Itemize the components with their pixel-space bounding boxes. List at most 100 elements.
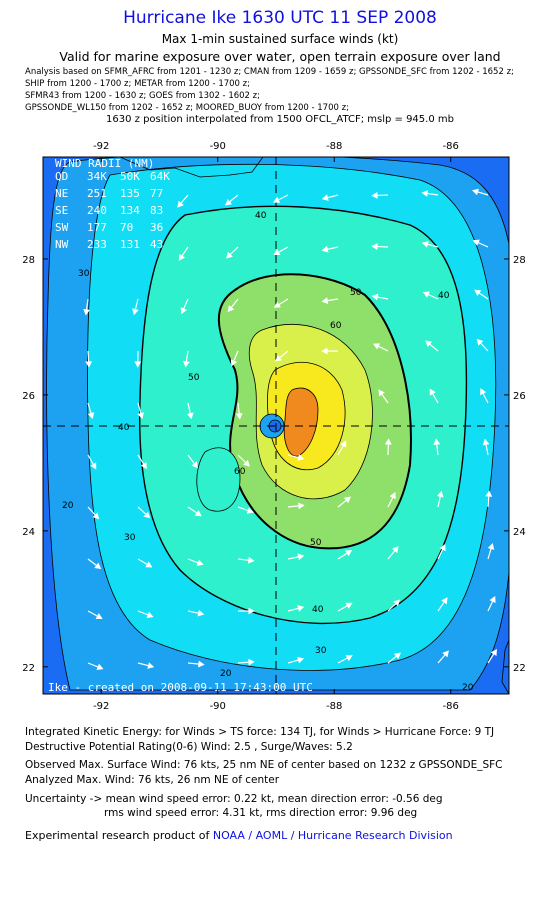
wind-arrow-head	[87, 412, 95, 420]
created-credit: Ike - created on 2008-09-11 17:43:00 UTC	[48, 681, 313, 694]
hrd-link[interactable]: NOAA / AOML / Hurricane Research Divisio…	[212, 829, 453, 842]
wind-arrow-head	[191, 461, 198, 469]
observed-max-wind: Observed Max. Surface Wind: 76 kts, 25 n…	[25, 759, 503, 771]
wind-radii-cell: 36	[150, 221, 163, 234]
product-prefix: Experimental research product of	[25, 829, 213, 842]
wind-arrow-head	[143, 511, 151, 519]
axis-ticks: -92 -92 -90 -90 -88 -88 -86 -86 28 28 26 26 24 24 22 22	[22, 141, 525, 712]
wind-arrow-head	[243, 459, 250, 467]
page-subtitle: Max 1-min sustained surface winds (kt)	[161, 32, 399, 46]
wind-radii-cell: 233	[87, 238, 107, 251]
wind-radii-cell: 134	[120, 204, 140, 217]
x-tick-label-bottom: -92	[93, 701, 109, 712]
y-tick-label-left: 24	[22, 527, 35, 538]
wind-arrow-head	[196, 559, 204, 566]
coastline	[119, 157, 264, 178]
wind-arrow-head	[480, 388, 487, 396]
wind-arrow-head	[474, 289, 482, 296]
x-tick-label-top: -92	[93, 141, 109, 152]
wind-arrow-head	[343, 496, 351, 504]
wind-arrow-head	[137, 412, 144, 420]
contour-label: 40	[118, 423, 130, 433]
wind-arrow-head	[85, 361, 93, 368]
x-tick-label-top: -86	[443, 141, 459, 152]
wind-arrow-head	[425, 340, 433, 347]
map-frame	[42, 156, 510, 695]
validity-note: Valid for marine exposure over water, op…	[59, 49, 501, 64]
wind-arrow-head	[177, 200, 184, 208]
x-tick-label-bottom: -88	[326, 701, 342, 712]
wind-arrow-head	[421, 241, 429, 248]
contour-label: 40	[312, 605, 324, 615]
wind-arrow-head	[248, 607, 255, 615]
wind-arrow-head	[472, 188, 479, 196]
wind-radii-cell: 43	[150, 238, 163, 251]
wind-arrow-head	[489, 595, 496, 604]
wind-arrow-head	[225, 251, 233, 259]
wind-arrow-head	[297, 553, 305, 561]
wind-arrow-head	[371, 293, 379, 301]
wind-vectors	[83, 188, 497, 671]
wind-radii-cell: 131	[120, 238, 140, 251]
contour-label: 50	[350, 288, 362, 298]
wind-arrow-head	[235, 413, 243, 420]
wind-maximum-core	[283, 387, 319, 457]
y-tick-label-right: 22	[513, 663, 526, 674]
wind-radii-cell: SW	[55, 221, 69, 234]
x-tick-label-bottom: -90	[210, 701, 226, 712]
wind-radii-cell: NW	[55, 238, 69, 251]
wind-arrow-head	[421, 190, 429, 197]
wind-arrow-head	[439, 543, 446, 552]
source-line: SHIP from 1200 - 1700 z; METAR from 1200…	[25, 79, 250, 89]
wind-arrow-head	[147, 662, 155, 669]
wind-arrow-head	[321, 194, 329, 201]
wind-radii-cell: 70	[120, 221, 133, 234]
contour-label: 30	[124, 533, 136, 543]
wind-radii-cell: 50K	[120, 170, 140, 183]
wind-arrow-head	[132, 308, 139, 316]
wind-arrow-head	[90, 462, 97, 470]
wind-radii-cell: NE	[55, 187, 68, 200]
uncertainty-mean: Uncertainty -> mean wind speed error: 0.…	[25, 793, 443, 805]
y-tick-label-left: 28	[22, 255, 35, 266]
wind-arrow-head	[297, 605, 305, 612]
wind-arrow-head	[145, 561, 153, 568]
contour-label: 60	[234, 467, 246, 477]
wind-radii-cell: 77	[150, 187, 163, 200]
contour-label: 40	[438, 291, 450, 301]
wind-arrow-head	[393, 599, 401, 607]
wind-arrow-head	[297, 454, 305, 461]
y-tick-label-right: 28	[513, 255, 526, 266]
wind-arrow-head	[273, 301, 281, 308]
wind-arrow-head	[298, 502, 305, 510]
contour-label: 50	[310, 538, 322, 548]
wind-arrow-head	[321, 347, 328, 355]
wind-arrow-head	[183, 360, 190, 368]
contour-label: 40	[255, 211, 267, 221]
wind-arrow-head	[275, 354, 283, 362]
source-line: GPSSONDE_WL150 from 1202 - 1652 z; MOORE…	[25, 103, 349, 113]
wind-arrow-head	[197, 609, 205, 617]
wind-arrow-head	[297, 656, 305, 664]
x-tick-label-top: -90	[210, 141, 226, 152]
wind-arrow-head	[371, 243, 378, 250]
wind-arrow-head	[476, 338, 484, 346]
y-tick-label-left: 26	[22, 391, 35, 402]
wind-arrow-head	[345, 602, 353, 609]
wind-radii-title: WIND RADII (NM)	[55, 157, 154, 170]
wind-arrow-head	[248, 658, 255, 666]
wind-arrow-head	[180, 307, 187, 315]
contour-label: 30	[78, 269, 90, 279]
wind-arrow-head	[384, 438, 392, 445]
wind-arrow-head	[92, 512, 100, 520]
destructive-potential: Destructive Potential Rating(0-6) Wind: …	[25, 741, 353, 753]
wind-arrow-head	[345, 655, 353, 662]
wind-radii-cell: 135	[120, 187, 140, 200]
y-tick-label-right: 26	[513, 391, 526, 402]
wind-arrow-head	[482, 438, 490, 446]
wind-arrow-head	[389, 492, 396, 500]
wind-arrow-head	[146, 611, 154, 618]
wind-arrow-head	[490, 648, 497, 656]
wind-radii-cell: 177	[87, 221, 107, 234]
